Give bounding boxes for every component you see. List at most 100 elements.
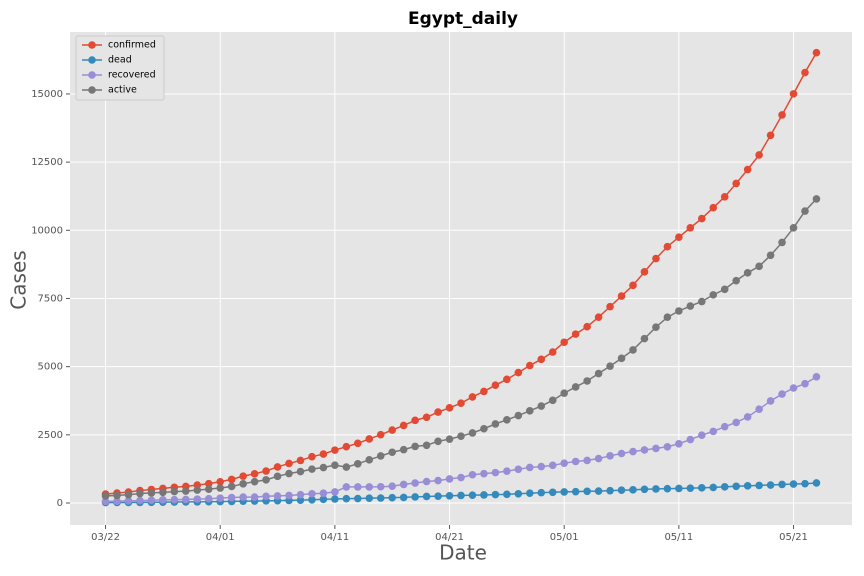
data-point — [709, 203, 718, 212]
data-point — [480, 491, 488, 499]
data-point — [101, 492, 110, 500]
data-point — [480, 387, 488, 396]
data-point — [159, 488, 167, 497]
data-point — [239, 493, 247, 501]
data-point — [617, 354, 626, 363]
data-point — [503, 467, 511, 475]
data-point — [755, 405, 763, 413]
data-point — [182, 487, 190, 495]
data-point — [720, 193, 729, 201]
data-point — [193, 486, 202, 494]
data-point — [411, 416, 419, 425]
data-point — [617, 292, 626, 300]
data-point — [422, 492, 431, 501]
data-point — [376, 430, 385, 439]
data-point — [606, 362, 614, 370]
data-point — [606, 452, 614, 460]
data-point — [491, 490, 500, 499]
data-point — [525, 361, 534, 370]
data-point — [388, 493, 397, 502]
data-point — [755, 481, 763, 490]
data-point — [789, 384, 798, 392]
legend-marker — [88, 71, 96, 79]
x-tick-label: 04/11 — [320, 532, 349, 543]
data-point — [571, 383, 580, 391]
legend-label: active — [108, 85, 137, 96]
data-point — [285, 459, 293, 468]
data-point — [801, 207, 809, 215]
data-point — [652, 444, 660, 453]
data-point — [342, 442, 351, 451]
data-point — [778, 111, 786, 119]
data-point — [468, 393, 477, 401]
data-point — [503, 490, 511, 499]
data-point — [136, 489, 144, 498]
data-point — [319, 463, 328, 472]
data-point — [457, 399, 465, 408]
data-point — [468, 429, 477, 437]
data-point — [525, 463, 534, 472]
data-point — [457, 491, 465, 500]
data-point — [204, 479, 213, 488]
data-point — [331, 495, 339, 503]
data-point — [617, 486, 626, 495]
data-point — [560, 488, 568, 496]
data-point — [457, 473, 465, 482]
data-point — [766, 397, 775, 405]
data-point — [663, 484, 672, 493]
data-point — [445, 475, 454, 483]
data-point — [629, 346, 637, 354]
y-axis-label: Cases — [7, 250, 31, 309]
legend-marker — [88, 41, 96, 49]
data-point — [411, 493, 419, 501]
data-point — [606, 302, 614, 311]
data-point — [147, 489, 156, 497]
data-point — [308, 489, 316, 498]
data-point — [594, 369, 603, 378]
data-point — [652, 323, 660, 331]
data-point — [273, 492, 282, 500]
data-point — [594, 313, 603, 322]
data-point — [778, 390, 786, 398]
data-point — [124, 490, 133, 499]
data-point — [262, 467, 270, 475]
marks — [101, 48, 821, 507]
data-point — [342, 483, 351, 491]
data-point — [571, 487, 580, 496]
data-point — [204, 485, 213, 493]
data-point — [124, 497, 133, 505]
data-point — [296, 496, 305, 504]
data-point — [801, 68, 809, 77]
data-point — [503, 416, 511, 424]
data-point — [789, 224, 798, 232]
data-point — [388, 482, 397, 490]
data-point — [308, 465, 316, 473]
data-point — [434, 492, 442, 500]
data-point — [170, 487, 179, 496]
data-point — [319, 450, 328, 458]
data-point — [571, 330, 580, 338]
data-point — [675, 439, 683, 448]
data-point — [101, 497, 110, 506]
data-point — [720, 422, 729, 431]
data-point — [319, 495, 328, 504]
data-point — [376, 452, 385, 460]
data-point — [560, 389, 568, 397]
data-point — [354, 460, 362, 468]
data-point — [480, 424, 488, 433]
data-point — [663, 313, 672, 322]
data-point — [766, 251, 775, 260]
y-tick-label: 7500 — [38, 293, 63, 304]
x-axis-label: Date — [439, 541, 487, 565]
legend-label: confirmed — [108, 40, 156, 51]
data-point — [193, 495, 202, 503]
y-tick-label: 15000 — [31, 89, 63, 100]
data-point — [480, 469, 488, 478]
data-point — [491, 420, 500, 428]
data-point — [514, 368, 523, 377]
data-point — [250, 477, 259, 486]
data-point — [743, 482, 752, 490]
chart-title: Egypt_daily — [408, 9, 518, 29]
data-point — [285, 469, 293, 478]
data-point — [629, 486, 637, 494]
